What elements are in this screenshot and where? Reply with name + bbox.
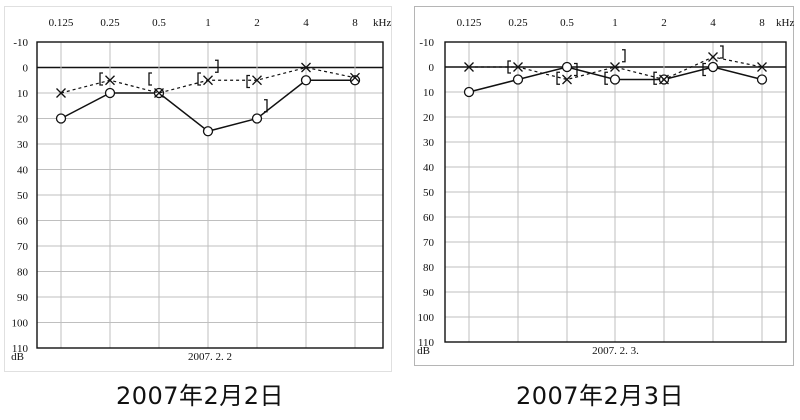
cross-marker xyxy=(203,75,213,86)
cross-marker xyxy=(562,74,572,85)
circle-marker xyxy=(707,61,719,73)
cross-marker xyxy=(252,75,262,86)
cross-marker xyxy=(513,62,523,72)
bracket-marker xyxy=(215,59,219,73)
y-tick-label: -10 xyxy=(13,37,28,49)
y-tick-label: 10 xyxy=(423,87,435,99)
y-tick-label: 60 xyxy=(423,212,435,224)
bracket-marker xyxy=(148,72,152,86)
y-tick-label: 0 xyxy=(23,63,29,75)
y-tick-label: 30 xyxy=(423,137,435,149)
y-tick-label: 50 xyxy=(423,187,435,199)
plot-border xyxy=(444,41,787,343)
audiogram-panel-right: -10 0 10 20 30 40 50 60 70 80 90 100 110 0.125 0.25 0.5… xyxy=(400,0,800,372)
cross-marker xyxy=(757,62,767,72)
bracket-marker xyxy=(574,62,578,77)
x-tick-label: 0.25 xyxy=(508,17,528,29)
x-tick-label: 8 xyxy=(759,17,765,29)
circle-marker xyxy=(561,61,573,73)
y-tick-label: 90 xyxy=(17,292,29,304)
x-unit-label: kHz xyxy=(776,17,794,29)
y-tick-label: 80 xyxy=(17,267,29,279)
date-label: 2007. 2. 3. xyxy=(592,345,639,357)
y-tick-label: 0 xyxy=(429,62,435,74)
cross-marker xyxy=(105,75,115,86)
x-tick-label: 0.125 xyxy=(457,17,482,29)
y-tick-label: 100 xyxy=(418,312,435,324)
caption-left: 2007年2月2日 xyxy=(115,382,285,410)
bracket-marker xyxy=(604,71,608,85)
x-tick-label: 8 xyxy=(352,17,358,29)
circle-marker xyxy=(300,75,312,86)
cross-marker xyxy=(350,72,360,83)
x-tick-label: 0.5 xyxy=(560,17,574,29)
panel-frame xyxy=(4,6,392,372)
circle-marker xyxy=(55,113,67,124)
y-tick-label: 40 xyxy=(423,162,435,174)
y-tick-label: 40 xyxy=(17,165,29,177)
y-tick-label: 110 xyxy=(418,337,435,349)
x-tick-label: 0.25 xyxy=(100,17,120,29)
circle-marker xyxy=(251,113,263,124)
bracket-marker xyxy=(99,72,103,86)
bracket-marker xyxy=(653,71,657,85)
circle-marker xyxy=(202,126,214,137)
circle-marker xyxy=(512,74,524,85)
cross-marker xyxy=(301,62,311,73)
cross-marker xyxy=(708,52,718,62)
circle-marker xyxy=(104,87,116,99)
circle-marker xyxy=(349,75,361,86)
x-tick-label: 1 xyxy=(612,17,618,29)
bracket-marker xyxy=(507,60,511,74)
panel-frame xyxy=(414,6,794,366)
cross-marker xyxy=(610,62,620,72)
audiogram-chart-feb-3: -10 0 10 20 30 40 50 60 70 80 90 100 110 0.125 0.25 0.5… xyxy=(417,17,794,357)
y-tick-label: 10 xyxy=(17,88,29,100)
y-tick-label: 80 xyxy=(423,262,435,274)
audiogram-panel-left: -10 0 10 20 30 40 50 60 70 80 90 100 110 0.125 0.25 0.5… xyxy=(0,0,400,372)
bracket-marker xyxy=(556,71,560,85)
y-unit-label: dB xyxy=(417,345,430,357)
circle-marker xyxy=(463,86,475,98)
y-tick-label: 20 xyxy=(17,114,29,126)
bracket-marker xyxy=(246,74,250,89)
bracket-marker xyxy=(720,45,724,59)
y-tick-label: 30 xyxy=(17,139,29,151)
audiogram-chart-feb-2: -10 0 10 20 30 40 50 60 70 80 90 100 110 0.125 0.25 0.5… xyxy=(11,17,391,363)
x-tick-label: 4 xyxy=(710,17,716,29)
y-tick-label: 70 xyxy=(423,237,435,249)
x-tick-label: 1 xyxy=(205,17,211,29)
y-tick-label: 50 xyxy=(17,190,29,202)
cross-marker xyxy=(659,74,669,85)
y-unit-label: dB xyxy=(11,351,24,363)
x-tick-label: 0.125 xyxy=(49,17,74,29)
x-unit-label: kHz xyxy=(373,17,391,29)
y-tick-label: 100 xyxy=(12,318,29,330)
cross-marker xyxy=(56,88,66,98)
y-tick-label: 20 xyxy=(423,112,435,124)
bracket-marker xyxy=(197,72,201,86)
x-tick-label: 0.5 xyxy=(152,17,166,29)
y-tick-label: -10 xyxy=(419,37,434,49)
bracket-marker xyxy=(622,49,626,63)
bracket-marker xyxy=(702,62,706,77)
x-tick-label: 4 xyxy=(303,17,309,29)
circle-marker xyxy=(756,74,768,85)
x-tick-label: 2 xyxy=(254,17,260,29)
y-tick-label: 90 xyxy=(423,287,435,299)
cross-marker xyxy=(464,62,474,72)
cross-marker xyxy=(154,88,164,98)
x-tick-label: 2 xyxy=(661,17,667,29)
y-tick-label: 70 xyxy=(17,241,29,253)
y-tick-label: 110 xyxy=(12,343,29,355)
circle-marker xyxy=(609,74,621,85)
y-tick-label: 60 xyxy=(17,216,29,228)
bracket-marker xyxy=(264,99,268,113)
date-label: 2007. 2. 2 xyxy=(188,351,232,363)
plot-border xyxy=(36,41,384,349)
caption-right: 2007年2月3日 xyxy=(515,382,685,410)
